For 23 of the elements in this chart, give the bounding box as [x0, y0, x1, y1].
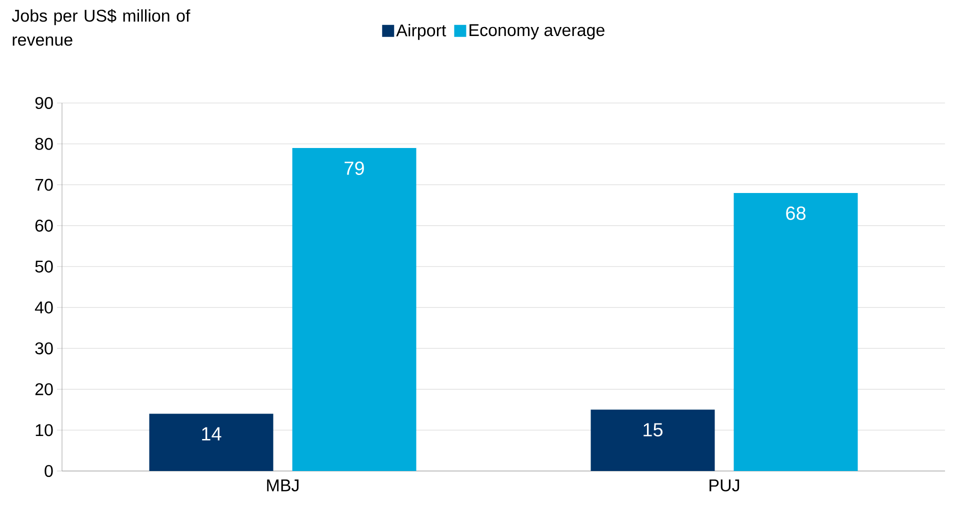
- y-tick-label: 0: [44, 464, 53, 478]
- y-tick-label: 60: [35, 220, 53, 232]
- legend-label: Economy average: [470, 24, 604, 40]
- bar: [734, 192, 858, 471]
- y-tick-label: 10: [36, 424, 53, 436]
- y-tick-label: 40: [34, 301, 53, 314]
- y-tick-label: 90: [35, 96, 53, 110]
- data-label: 15: [644, 423, 663, 436]
- bar: [590, 410, 715, 471]
- bar: [149, 414, 274, 471]
- bar: [292, 148, 416, 471]
- x-tick-label: MBJ: [267, 480, 298, 492]
- y-tick-label: 50: [35, 260, 53, 273]
- data-label: 14: [202, 427, 222, 440]
- y-tick-label: 30: [35, 342, 53, 354]
- data-label: 79: [344, 162, 364, 175]
- y-axis-title: Jobs per US$ million of revenue: [12, 9, 190, 46]
- x-tick-label: PUJ: [710, 480, 740, 492]
- legend-label: Airport: [396, 24, 446, 40]
- y-tick-label: 20: [35, 383, 53, 396]
- y-tick-label: 70: [35, 178, 53, 191]
- y-tick-label: 80: [35, 138, 53, 150]
- data-label: 68: [786, 206, 806, 220]
